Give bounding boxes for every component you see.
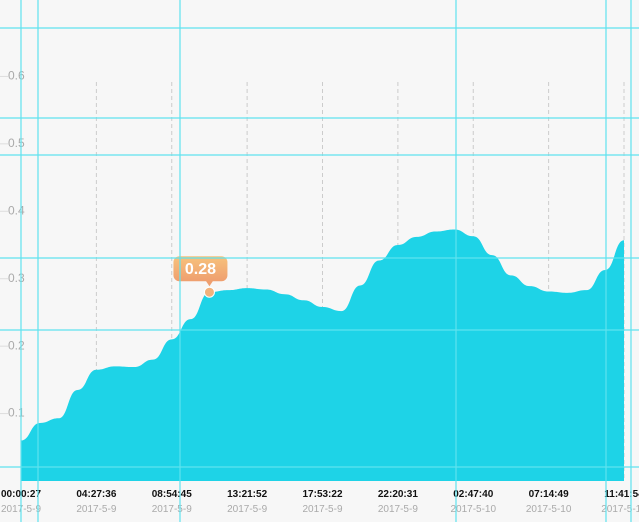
- x-tick-label: 13:21:52: [227, 489, 267, 500]
- x-tick-date: 2017-5-10: [526, 504, 572, 515]
- y-tick-label: 0.6: [8, 69, 25, 83]
- x-tick-date: 2017-5-9: [76, 504, 116, 515]
- x-tick-label: 17:53:22: [302, 489, 342, 500]
- x-tick-date: 2017-5-9: [378, 504, 418, 515]
- y-tick-label: 0.1: [8, 406, 25, 420]
- x-tick-label: 22:20:31: [378, 489, 418, 500]
- x-tick-label: 02:47:40: [453, 489, 493, 500]
- area: [21, 229, 624, 481]
- y-tick-label: 0.4: [8, 203, 25, 217]
- tooltip: [173, 256, 228, 282]
- x-tick-date: 2017-5-10: [450, 504, 496, 515]
- highlight-point: [203, 286, 215, 298]
- y-tick-label: 0.2: [8, 338, 25, 352]
- tooltip-pointer: [205, 280, 214, 287]
- x-tick-date: 2017-5-9: [227, 504, 267, 515]
- x-tick-date: 2017-5-9: [302, 504, 342, 515]
- x-tick-date: 2017-5-10: [601, 504, 639, 515]
- y-tick-label: 0.5: [8, 136, 25, 150]
- value-label: 0.28: [185, 261, 216, 278]
- x-tick-label: 08:54:45: [152, 489, 192, 500]
- x-tick-label: 11:41:54: [604, 489, 639, 500]
- x-tick-label: 07:14:49: [529, 489, 569, 500]
- y-tick-label: 0.3: [8, 271, 25, 285]
- x-tick-label: 04:27:36: [76, 489, 116, 500]
- x-tick-date: 2017-5-9: [152, 504, 192, 515]
